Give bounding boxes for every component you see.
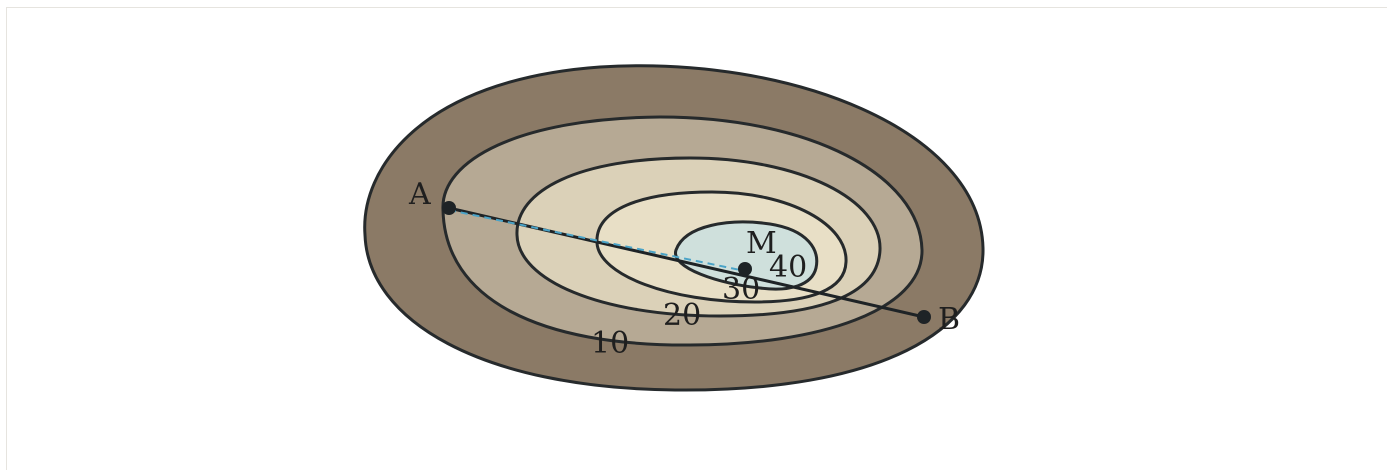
point-label-a: A [408, 177, 431, 212]
contour-label-20: 20 [663, 298, 701, 333]
point-b [917, 310, 931, 324]
segment-am-dashed [448, 209, 746, 272]
point-a [442, 201, 456, 215]
point-label-b: B [938, 302, 960, 337]
point-label-m: M [746, 226, 777, 261]
contour-label-30: 30 [722, 272, 760, 307]
point-m [738, 262, 752, 276]
contour-region-5 [674, 220, 819, 291]
contour-label-10: 10 [591, 326, 629, 361]
contour-label-40: 40 [769, 250, 807, 285]
segment-ab [448, 206, 925, 319]
